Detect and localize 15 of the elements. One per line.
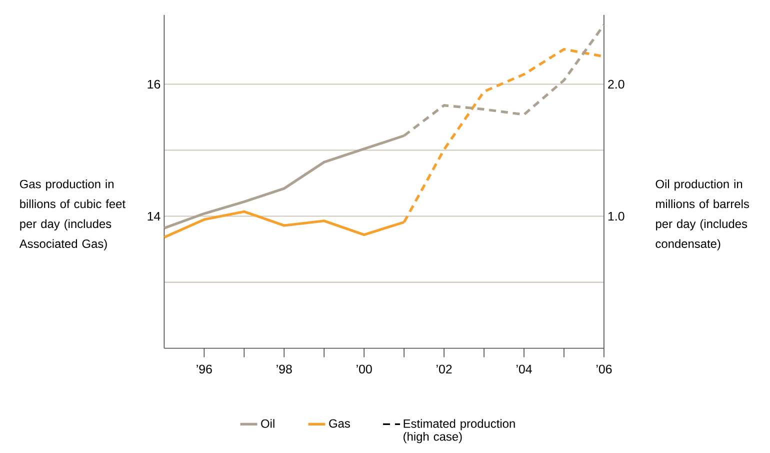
x-tick-label: ’96 [196, 364, 212, 374]
y-tick-label: 14 [148, 212, 160, 221]
legend-label: Oil [261, 419, 274, 428]
x-tick-label: ’04 [516, 364, 532, 374]
x-tick-label: ’98 [276, 364, 292, 374]
y2-axis-title: Oil production in millions of barrels per day (includes condensate) [656, 180, 750, 250]
x-tick-label: ’00 [356, 364, 372, 374]
y-tick-label: 16 [148, 80, 160, 89]
y-axis-title: Gas production in billions of cubic feet per day (includes Associated Gas) [19, 180, 126, 250]
text: Estimated production (high case) [404, 419, 515, 444]
y2-tick-label: 1.0 [608, 212, 624, 221]
y2-tick-label: 2.0 [608, 80, 624, 89]
x-tick-label: ’02 [436, 364, 452, 374]
x-tick-label: ’06 [596, 364, 612, 374]
legend-label: Gas [329, 419, 350, 428]
